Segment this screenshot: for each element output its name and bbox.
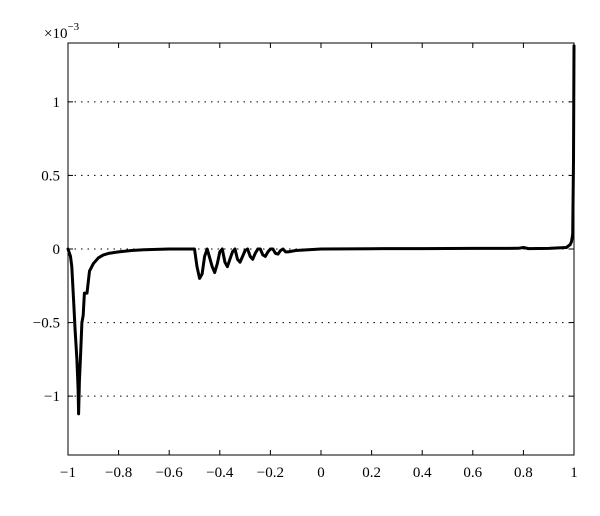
data-point	[319, 247, 323, 251]
data-point	[251, 258, 254, 261]
data-point	[102, 253, 105, 257]
data-point	[571, 233, 574, 236]
data-point	[218, 250, 221, 254]
data-point	[78, 380, 81, 383]
data-point	[281, 247, 285, 251]
data-point	[228, 258, 232, 261]
data-point	[79, 350, 82, 354]
data-point	[231, 250, 234, 254]
data-point	[203, 255, 206, 258]
data-point	[264, 255, 267, 258]
data-point	[307, 248, 310, 251]
data-point	[206, 247, 209, 251]
x-tick-label: 0.2	[362, 465, 381, 481]
data-point	[75, 358, 79, 361]
data-point	[168, 247, 171, 251]
data-point	[565, 246, 568, 249]
data-point	[271, 247, 275, 251]
x-tick-label: 0	[317, 465, 325, 481]
data-point	[233, 247, 237, 251]
data-point	[193, 247, 196, 251]
data-point	[243, 249, 247, 252]
data-point	[294, 249, 297, 252]
data-point	[276, 252, 280, 256]
data-point	[274, 252, 277, 255]
data-point	[266, 250, 270, 254]
data-point	[107, 252, 110, 255]
x-tick-label: −0.6	[156, 465, 184, 481]
data-point	[259, 247, 262, 251]
data-point	[261, 253, 264, 257]
data-point	[88, 269, 91, 273]
data-point	[286, 250, 290, 254]
x-tick-label: −0.4	[206, 465, 234, 481]
data-point	[82, 314, 85, 317]
data-point	[572, 44, 576, 48]
data-point	[97, 256, 100, 259]
x-tick-label: −1	[60, 465, 76, 481]
data-point	[83, 291, 86, 295]
x-tick-label: −0.8	[105, 465, 132, 481]
data-point	[130, 249, 133, 252]
data-point	[80, 321, 84, 324]
y-tick-label: 1	[53, 95, 61, 111]
data-point	[279, 249, 282, 252]
data-point	[370, 247, 373, 250]
data-point	[92, 262, 95, 265]
data-point	[236, 258, 239, 261]
data-point	[241, 255, 244, 258]
data-point	[238, 261, 242, 264]
data-point	[213, 271, 216, 274]
data-point	[570, 240, 573, 243]
data-point	[66, 247, 70, 251]
data-point	[200, 272, 204, 276]
data-point	[284, 250, 287, 254]
series-line	[66, 44, 576, 416]
data-point	[211, 265, 214, 268]
data-point	[569, 243, 572, 246]
y-tick-label: −0.5	[33, 316, 60, 332]
y-tick-label: −1	[44, 389, 60, 405]
data-point	[547, 247, 550, 250]
data-point	[256, 247, 259, 251]
data-point	[221, 247, 224, 251]
data-point	[76, 387, 80, 390]
x-tick-label: 0.4	[413, 465, 432, 481]
data-point	[421, 247, 424, 250]
x-tick-label: 0.6	[463, 465, 482, 481]
data-point	[223, 261, 227, 264]
data-point	[72, 299, 75, 302]
y-tick-label: 0	[53, 242, 61, 258]
data-point	[198, 277, 201, 280]
x-tick-label: 1	[570, 465, 578, 481]
data-point	[216, 262, 219, 265]
data-point	[142, 248, 146, 251]
data-point	[249, 255, 252, 258]
data-point	[70, 265, 74, 268]
data-point	[522, 246, 525, 249]
y-tick-label: 0.5	[41, 168, 60, 184]
data-point	[85, 291, 89, 295]
x-tick-label: 0.8	[514, 465, 533, 481]
y-scale-exponent: −3	[67, 21, 79, 33]
data-point	[471, 247, 474, 250]
data-point	[572, 159, 575, 162]
y-scale-label: ×10−3	[44, 21, 80, 42]
data-point	[254, 252, 257, 255]
data-point	[69, 255, 72, 258]
x-tick-label: −0.2	[257, 465, 284, 481]
data-point	[269, 247, 272, 251]
series-layer	[66, 44, 576, 416]
data-point	[527, 247, 530, 250]
data-point	[226, 265, 229, 268]
tick-labels: −1 −0.5 0 0.5 1 −1 −0.8 −0.6 −0.4 −0.2 0 0.2 0.4 0.6 0…	[33, 95, 578, 481]
data-point	[246, 247, 249, 251]
data-point	[73, 328, 77, 332]
data-point	[195, 265, 199, 268]
axis-ticks	[67, 43, 575, 455]
data-point	[517, 247, 520, 250]
data-point	[77, 412, 80, 415]
data-point	[117, 250, 120, 254]
